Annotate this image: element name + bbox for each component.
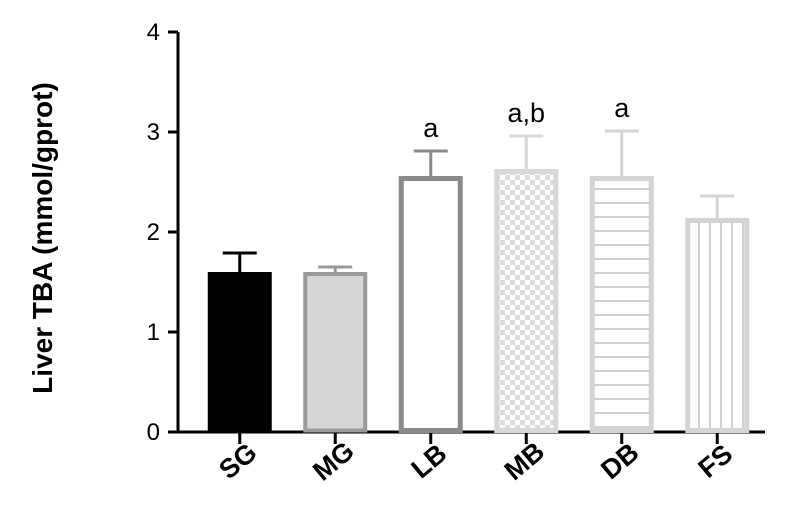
- category-label-mb: MB: [499, 436, 550, 486]
- y-axis: 0 1 2 3 4: [147, 19, 180, 446]
- bar-sg: [207, 272, 272, 431]
- x-axis: SG MG LB MB DB FS: [176, 430, 765, 487]
- category-label-lb: LB: [406, 438, 453, 484]
- bar-fs: [685, 218, 750, 433]
- annotation-lb: a: [423, 113, 439, 143]
- annotation-db: a: [614, 93, 630, 123]
- bar-lb: [398, 176, 463, 433]
- y-tick-label: 3: [147, 119, 160, 146]
- y-tick-label: 1: [147, 319, 160, 346]
- bars: a a,b a: [207, 93, 750, 433]
- category-label-fs: FS: [693, 439, 739, 484]
- y-tick-label: 0: [147, 419, 160, 446]
- category-label-db: DB: [595, 437, 644, 485]
- annotation-mb: a,b: [507, 98, 545, 128]
- y-tick-label: 2: [147, 219, 160, 246]
- bar-db: [589, 176, 654, 433]
- bar-mg: [303, 272, 368, 433]
- category-label-sg: SG: [213, 437, 262, 485]
- bar-mb: [494, 169, 559, 433]
- y-axis-label: Liver TBA (mmol/gprot): [27, 82, 58, 394]
- category-label-mg: MG: [307, 436, 360, 487]
- y-tick-label: 4: [147, 19, 160, 46]
